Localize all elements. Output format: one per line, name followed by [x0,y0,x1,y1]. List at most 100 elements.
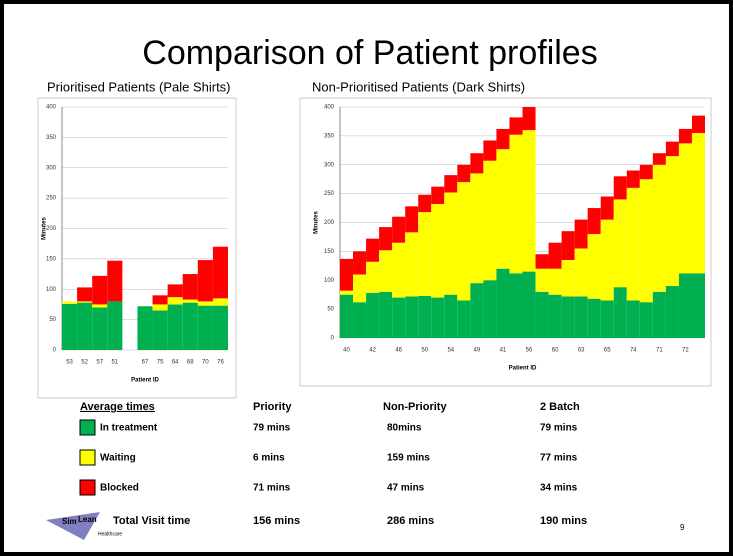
bar-segment [522,271,536,338]
bar-segment [574,248,588,297]
bar-segment [392,297,406,338]
bar-segment [561,260,575,297]
bar-segment [652,164,666,292]
x-tick-label: 52 [81,360,88,366]
x-axis-label: Patient ID [509,366,537,372]
bar-segment [418,212,432,296]
chart-title: Prioritised Patients (Pale Shirts) [47,79,231,94]
x-tick-label: 54 [447,348,454,354]
table-cell: 6 mins [253,453,285,464]
bar-segment [652,291,666,338]
bar-segment [92,304,108,308]
y-tick-label: 50 [327,307,334,313]
total-value: 156 mins [253,515,300,527]
x-tick-label: 57 [96,360,103,366]
total-label: Total Visit time [113,515,190,527]
x-tick-label: 51 [111,360,118,366]
bar-segment [639,302,653,338]
bar-segment [678,273,692,338]
x-tick-label: 71 [656,348,663,354]
bar-segment [496,149,510,269]
bar-segment [587,208,601,235]
x-tick-label: 75 [157,360,164,366]
bar-segment [561,231,575,261]
bar-segment [340,290,354,295]
row-label: Waiting [100,453,136,464]
bar-segment [613,176,627,200]
bar-segment [548,268,562,295]
logo: Sim Lean Healthcare [46,512,122,540]
bar-segment [509,134,523,274]
bar-segment [197,260,213,302]
x-tick-label: 72 [682,348,689,354]
y-tick-label: 200 [324,220,335,226]
bar-segment [574,296,588,338]
bar-segment [535,291,549,338]
bar-segment [353,302,367,338]
bar-segment [379,291,393,338]
bar-segment [600,196,614,220]
x-tick-label: 56 [526,348,533,354]
bar-segment [77,301,93,303]
table-cell: 159 mins [387,453,430,464]
y-tick-label: 200 [46,226,57,232]
x-tick-label: 63 [578,348,585,354]
bar-segment [212,298,228,306]
x-tick-label: 53 [66,360,73,366]
bar-segment [62,301,78,304]
bar-segment [678,143,692,274]
total-value: 190 mins [540,515,587,527]
bar-segment [62,303,78,350]
legend-swatch [79,419,96,436]
x-tick-label: 64 [172,360,179,366]
y-tick-label: 300 [324,162,335,168]
bar-segment [535,254,549,269]
bar-segment [457,182,471,301]
y-tick-label: 150 [46,256,57,262]
legend-swatch [79,449,96,466]
x-tick-label: 42 [369,348,376,354]
bar-segment [574,219,588,249]
page-number: 9 [680,523,685,532]
bar-segment [392,242,406,298]
y-tick-label: 50 [49,317,56,323]
row-label: In treatment [100,423,158,434]
y-tick-label: 0 [331,336,335,342]
bar-segment [639,164,653,180]
bar-segment [587,234,601,299]
bar-segment [379,227,393,251]
bar-segment [457,164,471,183]
logo-text: Lean [78,515,97,524]
bar-segment [691,273,705,338]
bar-segment [535,268,549,292]
bar-segment [366,238,380,262]
y-tick-label: 300 [46,165,57,171]
y-tick-label: 150 [324,249,335,255]
table-cell: 34 mins [540,483,578,494]
bar-segment [522,107,536,131]
bar-segment [613,287,627,338]
bar-segment [470,173,484,284]
total-value: 286 mins [387,515,434,527]
bar-segment [405,296,419,338]
bar-segment [431,204,445,298]
bar-segment [405,232,419,297]
bar-segment [587,298,601,338]
bar-segment [152,310,168,350]
bar-segment [548,294,562,338]
y-tick-label: 0 [53,348,57,354]
bar-segment [470,283,484,338]
bar-segment [652,153,666,165]
table-header: Average times [80,401,155,413]
bar-segment [678,128,692,144]
y-tick-label: 100 [46,287,57,293]
bar-segment [665,141,679,157]
x-tick-label: 50 [421,348,428,354]
bar-segment [626,187,640,301]
x-axis-label: Patient ID [131,378,159,384]
bar-segment [167,304,183,350]
x-tick-label: 74 [630,348,637,354]
slide-title: Comparison of Patient profiles [142,34,597,72]
y-tick-label: 250 [324,191,335,197]
bar-segment [418,295,432,338]
